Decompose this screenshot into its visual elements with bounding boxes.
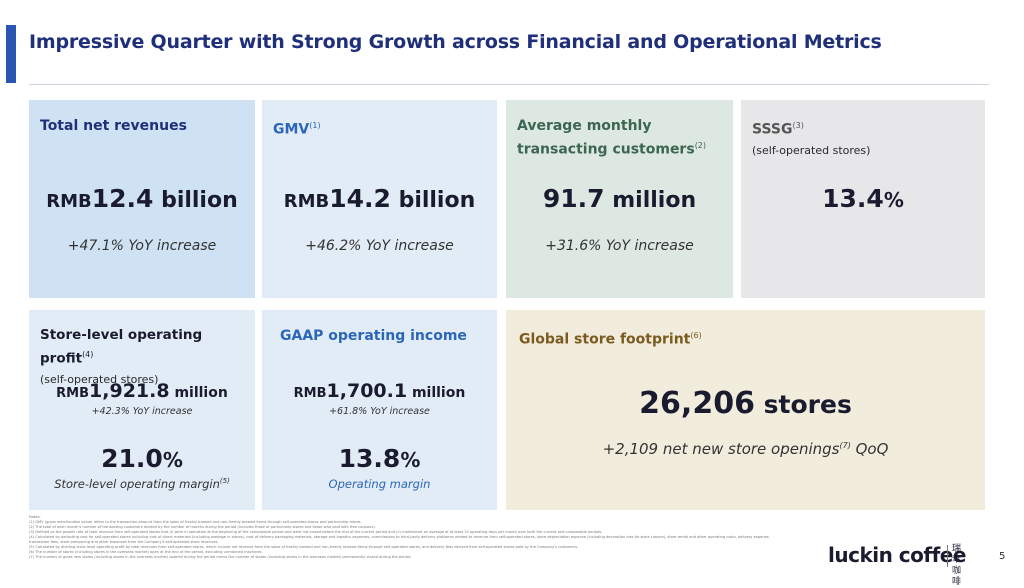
card-label: Global store footprint(6): [519, 331, 702, 348]
margin-value: 21.0%: [101, 444, 183, 473]
footnote-line: Notes:: [29, 515, 41, 519]
metric-value: RMB1,921.8 million: [56, 380, 228, 402]
footnote-line: (5) Calculated by dividing store-level o…: [29, 545, 579, 549]
metric-value: 26,206 stores: [639, 386, 852, 421]
footnote-line: (6) The number of stores (including stor…: [29, 550, 263, 554]
card-total-net-revenues: Total net revenues RMB12.4 billion +47.1…: [29, 100, 255, 298]
card-gaap-operating-income: GAAP operating income RMB1,700.1 million…: [262, 310, 497, 510]
metric-note: +31.6% YoY increase: [545, 238, 694, 254]
footnote-line: (1) GMV (gross merchandise value) refers…: [29, 520, 362, 524]
title-accent-bar: [6, 25, 16, 83]
footnote-line: (3) Defined as the growth rate of total …: [29, 530, 603, 534]
metric-value: RMB1,700.1 million: [293, 380, 466, 402]
card-average-monthly-customers: Average monthly transacting customers(2) …: [506, 100, 733, 298]
brand-divider: [947, 545, 948, 567]
margin-label: Operating margin: [328, 477, 431, 491]
card-label: SSSG(3) (self-operated stores): [752, 121, 871, 157]
metric-value: 13.4%: [822, 184, 904, 213]
margin-label: Store-level operating margin(5): [54, 477, 230, 491]
card-label: Average monthly transacting customers(2): [517, 118, 707, 158]
brand-logo-chinese: 瑞幸 咖啡: [952, 544, 962, 587]
card-sublabel: (self-operated stores): [40, 372, 159, 386]
card-store-level-operating-profit: Store-level operating profit(4) (self-ope…: [29, 310, 255, 510]
title-divider: [29, 84, 989, 85]
metric-note: +2,109 net new store openings(7) QoQ: [602, 440, 889, 458]
footnote-line: (7) The number of gross new stores (incl…: [29, 555, 412, 559]
metric-note: +42.3% YoY increase: [91, 406, 193, 417]
margin-value: 13.8%: [338, 444, 421, 473]
metric-note: +46.2% YoY increase: [305, 238, 454, 254]
metric-value: RMB14.2 billion: [283, 184, 476, 213]
card-sssg: SSSG(3) (self-operated stores) 13.4%: [741, 100, 985, 298]
footnote-line: (4) Calculated by deducting cost for sel…: [29, 535, 770, 544]
card-global-store-footprint: Global store footprint(6) 26,206 stores …: [506, 310, 985, 510]
footnotes: Notes: (1) GMV (gross merchandise value)…: [29, 515, 789, 560]
page-number: 5: [999, 551, 1006, 562]
card-label: GMV(1): [273, 121, 321, 138]
footnote-line: (2) The total of each month's number of …: [29, 525, 376, 529]
card-label: Store-level operating profit(4) (self-ope…: [40, 327, 203, 386]
metric-value: 91.7 million: [542, 184, 697, 213]
card-label: Total net revenues: [40, 118, 187, 134]
card-gmv: GMV(1) RMB14.2 billion +46.2% YoY increa…: [262, 100, 497, 298]
metric-note: +61.8% YoY increase: [329, 406, 430, 417]
card-label: GAAP operating income: [280, 328, 467, 344]
metric-value: RMB12.4 billion: [46, 184, 238, 213]
page-title: Impressive Quarter with Strong Growth ac…: [29, 31, 882, 53]
card-sublabel: (self-operated stores): [752, 143, 871, 157]
brand-logo: luckin coffee: [828, 543, 966, 567]
metric-note: +47.1% YoY increase: [67, 238, 217, 254]
